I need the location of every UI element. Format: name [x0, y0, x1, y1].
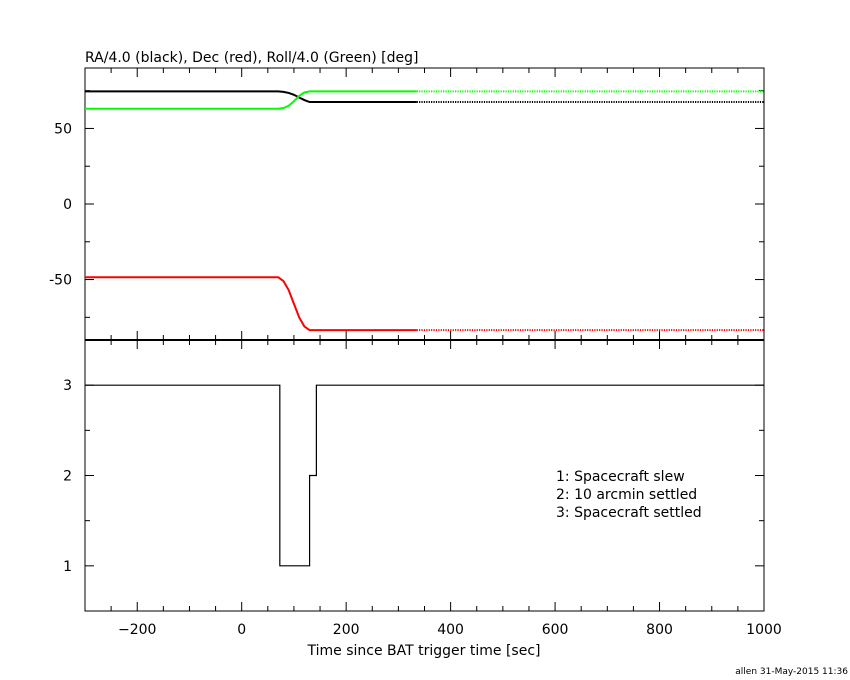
x-tick-label: 200 [333, 622, 360, 638]
series-line-dec [85, 276, 417, 332]
y-tick-label: 0 [63, 197, 72, 213]
bottom-axis-ticks: −200 0 200 400 600 800 1000 1 2 3 [63, 340, 782, 638]
legend-entry: 2: 10 arcmin settled [556, 487, 697, 503]
top-panel: RA/4.0 (black), Dec (red), Roll/4.0 (Gre… [49, 50, 765, 341]
series-line-ra-4-0 [85, 90, 417, 103]
y-tick-label: 3 [63, 378, 72, 394]
top-series-group [85, 90, 764, 332]
x-tick-label: −200 [118, 622, 156, 638]
bottom-panel: −200 0 200 400 600 800 1000 1 2 3 1: Spacecraft s… [63, 339, 782, 659]
series-line-roll-4-0 [85, 90, 417, 110]
bottom-series-group [85, 384, 764, 567]
y-tick-label: 50 [54, 121, 72, 137]
y-tick-label: -50 [49, 273, 72, 289]
y-tick-label: 2 [63, 469, 72, 485]
settle-legend: 1: Spacecraft slew 2: 10 arcmin settled 3:… [556, 469, 702, 521]
x-axis-label: Time since BAT trigger time [sec] [307, 643, 541, 659]
top-panel-title: RA/4.0 (black), Dec (red), Roll/4.0 (Gre… [85, 50, 418, 66]
x-tick-label: 1000 [746, 622, 782, 638]
legend-entry: 1: Spacecraft slew [556, 469, 685, 485]
x-tick-label: 600 [542, 622, 569, 638]
x-tick-label: 0 [237, 622, 246, 638]
x-tick-label: 800 [646, 622, 673, 638]
footer-stamp: allen 31-May-2015 11:36 [735, 667, 848, 677]
legend-entry: 3: Spacecraft settled [556, 505, 702, 521]
x-tick-label: 400 [437, 622, 464, 638]
settle-status-line [85, 384, 764, 567]
y-tick-label: 1 [63, 559, 72, 575]
